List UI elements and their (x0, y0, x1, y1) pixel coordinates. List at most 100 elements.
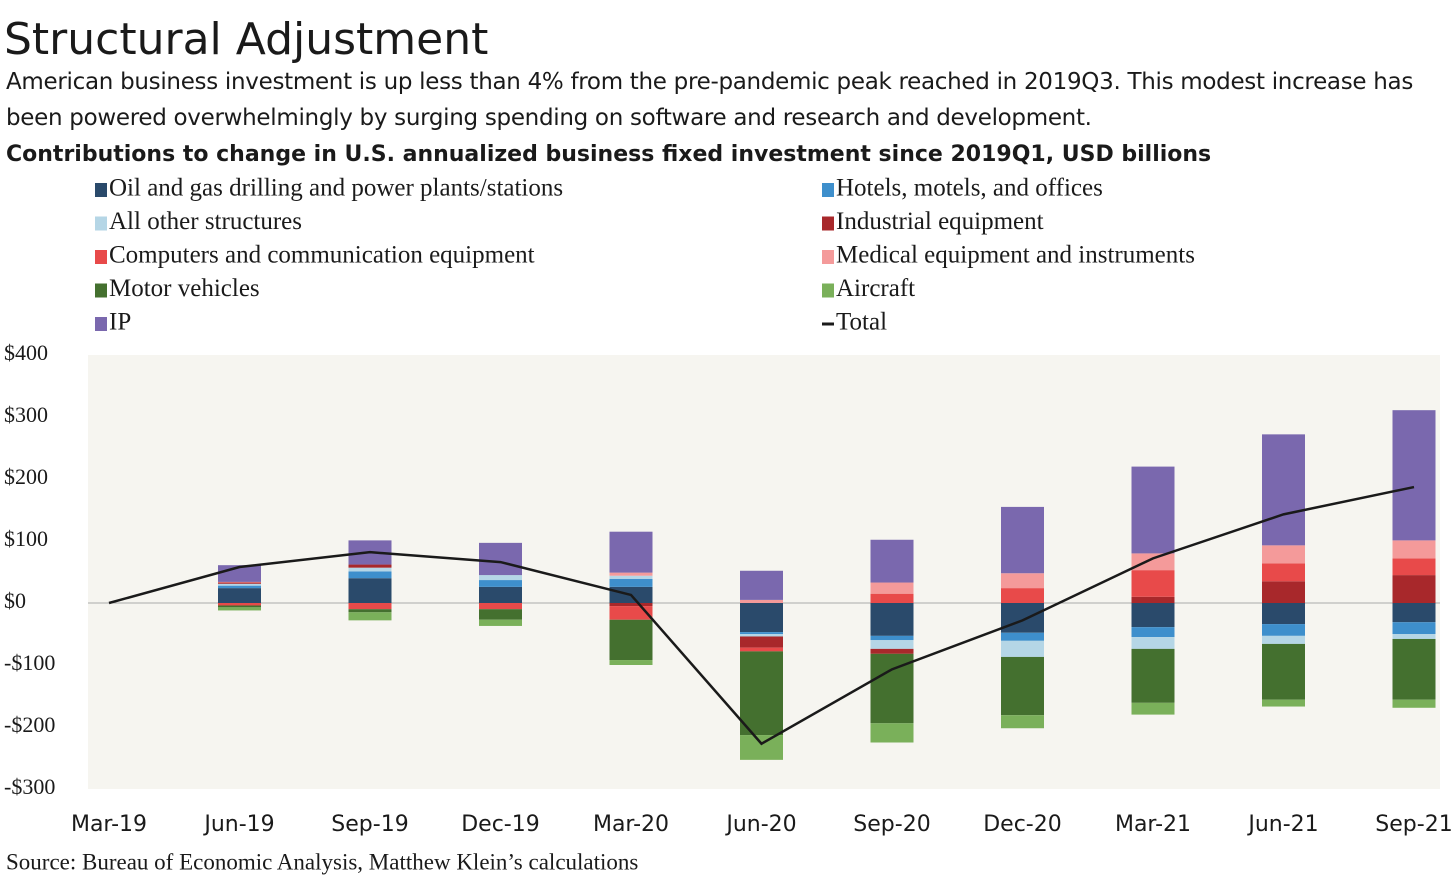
source: Source: Bureau of Economic Analysis, Mat… (6, 849, 638, 874)
bar-segment (870, 603, 914, 636)
bar-segment (1131, 553, 1175, 571)
bar-segment (870, 539, 914, 583)
legend-label: Industrial equipment (836, 208, 1044, 235)
bar-segment (348, 564, 392, 568)
legend-swatch (95, 216, 107, 231)
bar-segment (1131, 637, 1175, 649)
bar-segment (870, 723, 914, 743)
bar-segment (1392, 634, 1436, 639)
x-tick-label: Sep-19 (331, 812, 408, 837)
bar-segment (1001, 656, 1044, 716)
x-tick-label: Mar-19 (71, 812, 147, 837)
bar-segment (609, 578, 653, 587)
bar-segment (218, 583, 261, 586)
bar-segment (1131, 603, 1175, 628)
bar-segment (1392, 638, 1436, 700)
legend-label: IP (109, 309, 131, 336)
bar-segment (1262, 624, 1305, 636)
bar-segment (870, 640, 914, 649)
bar-segment (479, 575, 522, 581)
bar-segment (218, 605, 261, 608)
bar-segment (609, 531, 653, 573)
bar-segment (1262, 603, 1305, 625)
legend-swatch (95, 317, 107, 331)
bar-segment (1001, 603, 1044, 633)
bar-segment (479, 619, 522, 626)
bar-segment (609, 603, 653, 607)
bar-segment (870, 593, 914, 603)
legend-label: Total (836, 309, 887, 336)
bar-segment (740, 599, 783, 603)
legend-swatch (822, 183, 834, 197)
y-tick-label: $0 (4, 588, 26, 613)
bar-segment (740, 570, 783, 600)
bar-segment (479, 586, 522, 603)
bar-segment (218, 585, 261, 589)
bar-segment (870, 648, 914, 654)
bar-segment (348, 578, 392, 603)
bar-segment (218, 582, 261, 584)
bar-segment (1262, 563, 1305, 582)
x-tick-label: Dec-20 (983, 812, 1062, 837)
bar-segment (348, 567, 392, 572)
bar-segment (1262, 545, 1305, 564)
bar-segment (218, 607, 261, 611)
bar-segment (218, 603, 261, 606)
bar-segment (1392, 540, 1436, 559)
bar-segment (1131, 596, 1175, 603)
total-line (108, 485, 1415, 746)
bar-segment (1262, 643, 1305, 700)
legend-label: Oil and gas drilling and power plants/st… (109, 175, 563, 202)
bar-segment (1392, 410, 1436, 541)
bar-segment (479, 603, 522, 610)
bar-segment (348, 612, 392, 621)
legend-label: Motor vehicles (109, 275, 260, 302)
bar-segment (218, 588, 261, 603)
x-tick-label: Mar-21 (1115, 812, 1191, 837)
legend-swatch (95, 283, 107, 298)
x-tick-label: Mar-20 (593, 812, 669, 837)
bar-segment (1392, 558, 1436, 576)
y-tick-label: -$100 (4, 650, 55, 675)
bar-segment (1131, 648, 1175, 703)
bar-segment (609, 660, 653, 665)
bar-segment (1001, 588, 1044, 603)
bar-segment (740, 636, 783, 648)
bar-segment (348, 603, 392, 610)
bar-segment (870, 635, 914, 641)
legend-label: Computers and communication equipment (109, 242, 535, 269)
bar-segment (1131, 627, 1175, 638)
bar-segment (1131, 570, 1175, 597)
subtitle: American business investment is up less … (6, 69, 1414, 131)
y-tick-label: $200 (4, 464, 48, 489)
legend-swatch (95, 183, 107, 197)
bar-segment (1001, 640, 1044, 657)
bar-segment (479, 580, 522, 587)
bar-segment (1392, 603, 1436, 623)
bar-segment (218, 581, 261, 583)
bar-segment (740, 634, 783, 637)
legend-swatch (822, 216, 834, 231)
bar-segment (609, 572, 653, 576)
x-tick-label: Jun-19 (202, 812, 274, 837)
y-tick-label: -$300 (4, 774, 55, 799)
legend-label: Medical equipment and instruments (836, 242, 1195, 269)
bar-segment (1001, 506, 1044, 574)
bar-segment (1131, 702, 1175, 715)
x-tick-label: Dec-19 (461, 812, 540, 837)
y-tick-label: -$200 (4, 712, 55, 737)
bar-segment (609, 606, 653, 620)
chart-title: Structural Adjustment (4, 14, 488, 65)
bar-segment (348, 609, 392, 613)
bar-segment (1262, 635, 1305, 644)
bar-segment (740, 647, 783, 652)
chart-subtitle: Contributions to change in U.S. annualiz… (6, 142, 1211, 167)
bar-segment (1001, 632, 1044, 641)
y-tick-label: $400 (4, 340, 48, 365)
bar-segment (1392, 699, 1436, 708)
x-tick-label: Sep-21 (1375, 812, 1452, 837)
bar-segment (479, 542, 522, 576)
bar-segment (1262, 699, 1305, 707)
